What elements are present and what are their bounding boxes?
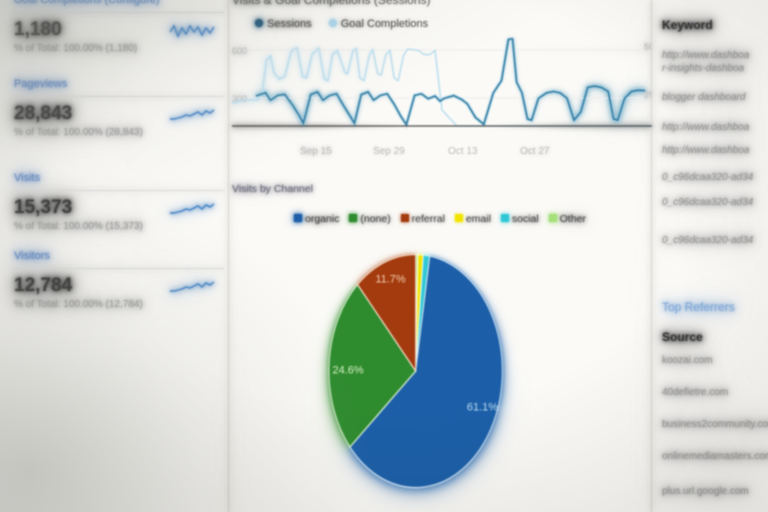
svg-text:24.6%: 24.6% [333,364,364,376]
svg-text:600: 600 [232,46,247,56]
svg-text:50: 50 [644,42,652,52]
svg-text:25: 25 [644,90,652,100]
svg-text:61.1%: 61.1% [467,402,498,414]
svg-text:11.7%: 11.7% [375,273,405,285]
